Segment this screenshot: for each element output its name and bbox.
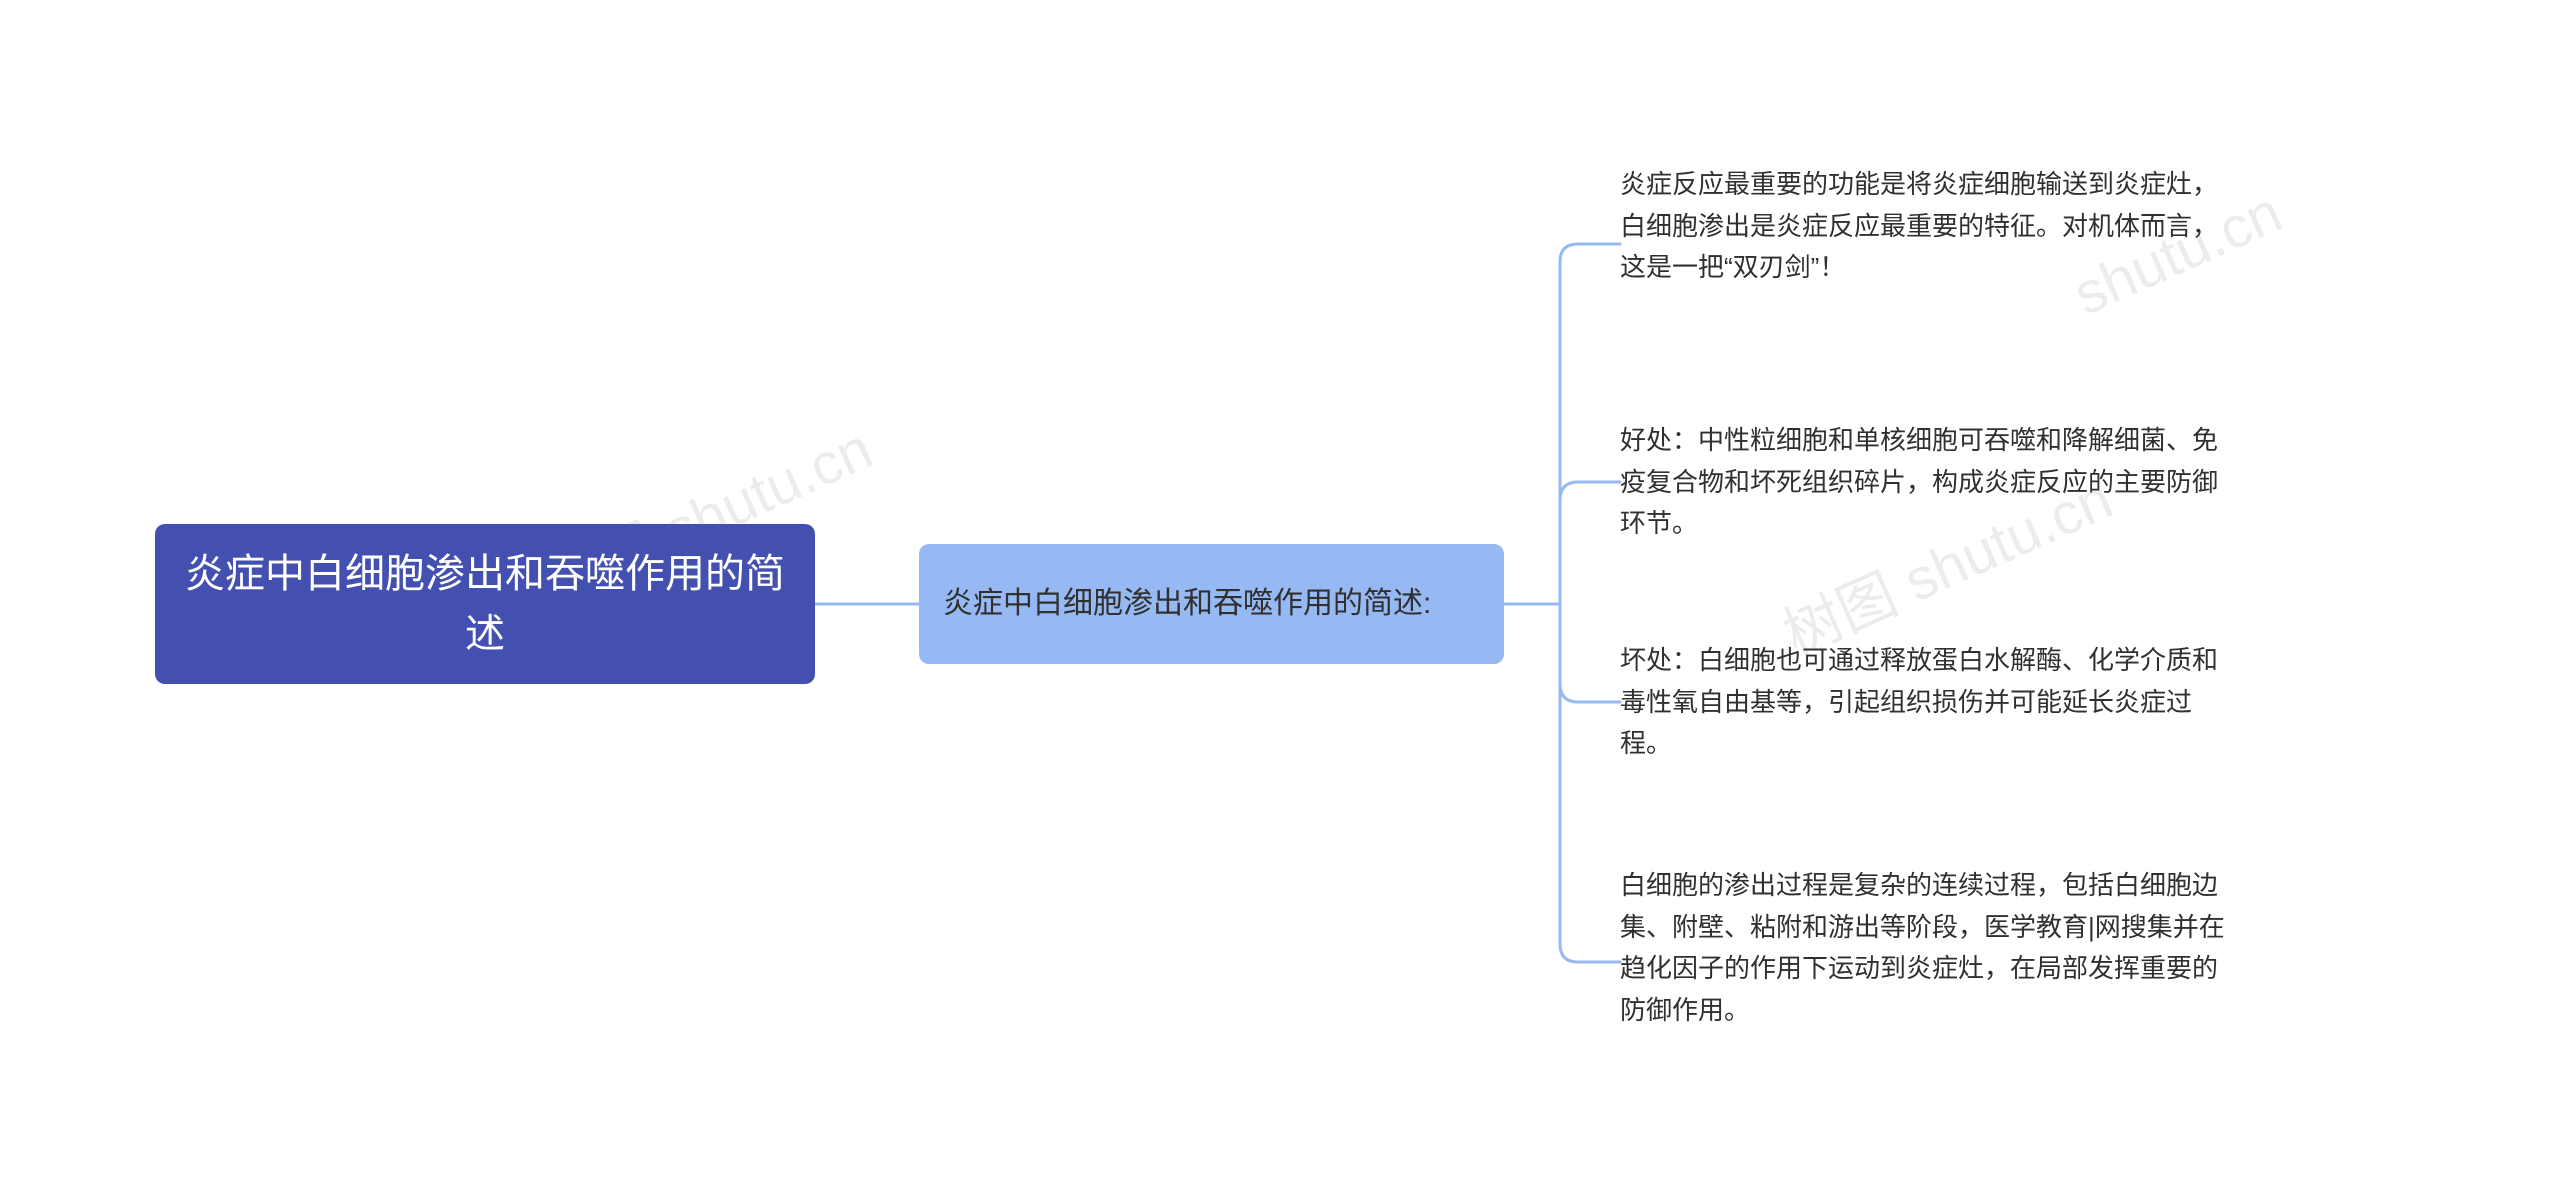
root-node[interactable]: 炎症中白细胞渗出和吞噬作用的简述 xyxy=(155,524,815,684)
leaf-text: 白细胞的渗出过程是复杂的连续过程，包括白细胞边集、附壁、粘附和游出等阶段，医学教… xyxy=(1620,870,2225,1025)
leaf-text: 炎症反应最重要的功能是将炎症细胞输送到炎症灶，白细胞渗出是炎症反应最重要的特征。… xyxy=(1620,169,2218,282)
leaf-node[interactable]: 好处：中性粒细胞和单核细胞可吞噬和降解细菌、免疫复合物和坏死组织碎片，构成炎症反… xyxy=(1620,420,2240,545)
root-label: 炎症中白细胞渗出和吞噬作用的简述 xyxy=(185,544,785,664)
leaf-text: 好处：中性粒细胞和单核细胞可吞噬和降解细菌、免疫复合物和坏死组织碎片，构成炎症反… xyxy=(1620,425,2218,538)
leaf-text: 坏处：白细胞也可通过释放蛋白水解酶、化学介质和毒性氧自由基等，引起组织损伤并可能… xyxy=(1620,645,2218,758)
level1-label: 炎症中白细胞渗出和吞噬作用的简述: xyxy=(943,581,1431,628)
level1-node[interactable]: 炎症中白细胞渗出和吞噬作用的简述: xyxy=(919,544,1504,664)
mindmap-canvas: 树图 shutu.cn 树图 shutu.cn shutu.cn 炎症中白细胞渗… xyxy=(0,0,2560,1199)
leaf-node[interactable]: 炎症反应最重要的功能是将炎症细胞输送到炎症灶，白细胞渗出是炎症反应最重要的特征。… xyxy=(1620,164,2240,324)
leaf-node[interactable]: 坏处：白细胞也可通过释放蛋白水解酶、化学介质和毒性氧自由基等，引起组织损伤并可能… xyxy=(1620,640,2240,765)
leaf-node[interactable]: 白细胞的渗出过程是复杂的连续过程，包括白细胞边集、附壁、粘附和游出等阶段，医学教… xyxy=(1620,865,2240,1065)
